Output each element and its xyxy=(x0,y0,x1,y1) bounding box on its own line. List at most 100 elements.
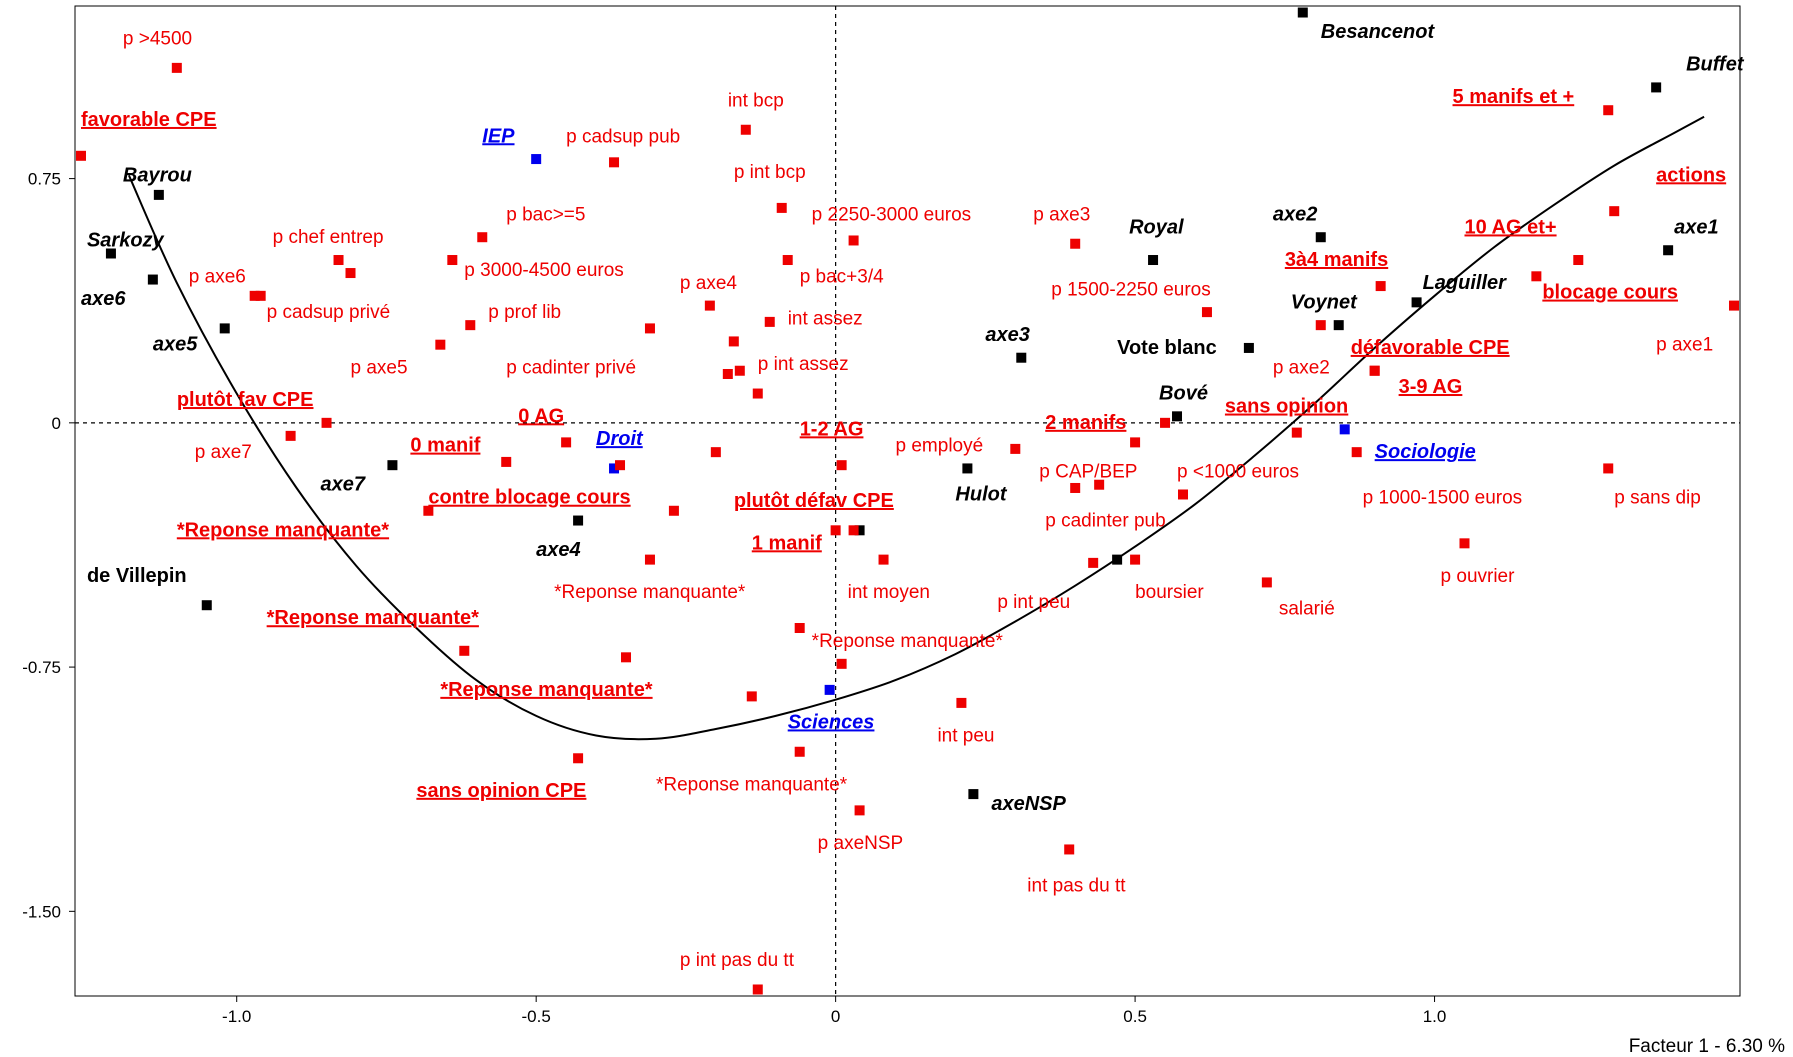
point-marker xyxy=(746,691,757,702)
point-label: p bac>=5 xyxy=(506,204,585,225)
point-label: p axeNSP xyxy=(818,833,904,854)
point-marker xyxy=(1130,437,1141,448)
point-label: Hulot xyxy=(955,483,1007,505)
point-label: Laguiller xyxy=(1423,272,1508,294)
point-marker xyxy=(447,255,458,266)
point-label: p axe6 xyxy=(189,266,246,287)
point-marker xyxy=(147,274,158,285)
point-marker xyxy=(968,789,979,800)
point-marker xyxy=(1070,238,1081,249)
point-marker xyxy=(459,645,470,656)
point-label: p prof lib xyxy=(488,302,561,323)
point-label: p >4500 xyxy=(123,29,192,50)
point-marker xyxy=(1291,427,1302,438)
point-label: 2 manifs xyxy=(1045,412,1126,434)
point-marker xyxy=(561,437,572,448)
point-label: Royal xyxy=(1129,216,1184,238)
point-marker xyxy=(285,430,296,441)
point-marker xyxy=(1178,489,1189,500)
point-label: p sans dip xyxy=(1614,488,1701,509)
point-label: *Reponse manquante* xyxy=(656,774,848,795)
x-tick-label: 0 xyxy=(831,1007,840,1026)
point-marker xyxy=(1375,281,1386,292)
point-marker xyxy=(704,300,715,311)
point-label: p 3000-4500 euros xyxy=(464,260,624,281)
point-label: int moyen xyxy=(848,582,930,603)
point-label: Buffet xyxy=(1686,54,1745,76)
point-label: Sarkozy xyxy=(87,229,165,251)
point-marker xyxy=(956,697,967,708)
point-marker xyxy=(740,124,751,135)
point-marker xyxy=(1160,417,1171,428)
point-marker xyxy=(1064,844,1075,855)
point-marker xyxy=(423,505,434,516)
point-label: p axe2 xyxy=(1273,357,1330,378)
point-label: p int peu xyxy=(997,592,1070,613)
point-marker xyxy=(105,248,116,259)
point-label: p 1000-1500 euros xyxy=(1363,488,1523,509)
point-marker xyxy=(1459,538,1470,549)
point-marker xyxy=(1603,463,1614,474)
point-label: p int pas du tt xyxy=(680,950,795,971)
point-marker xyxy=(836,658,847,669)
point-marker xyxy=(764,316,775,327)
axis-footer: Facteur 1 - 6.30 % xyxy=(1629,1036,1785,1057)
point-label: blocage cours xyxy=(1542,282,1678,304)
point-label: Bayrou xyxy=(123,164,192,186)
point-marker xyxy=(75,150,86,161)
point-label: axe5 xyxy=(153,334,198,356)
point-label: sans opinion xyxy=(1225,396,1348,418)
point-marker xyxy=(465,320,476,331)
point-marker xyxy=(848,235,859,246)
point-marker xyxy=(1130,554,1141,565)
point-label: p employé xyxy=(896,436,984,457)
point-label: p int bcp xyxy=(734,162,806,183)
point-marker xyxy=(1261,577,1272,588)
point-marker xyxy=(752,388,763,399)
point-label: 0 AG xyxy=(518,405,564,427)
point-label: défavorable CPE xyxy=(1351,337,1510,359)
point-marker xyxy=(854,805,865,816)
point-marker xyxy=(201,600,212,611)
point-marker xyxy=(824,684,835,695)
point-marker xyxy=(1070,482,1081,493)
point-marker xyxy=(501,456,512,467)
point-label: 1-2 AG xyxy=(800,418,864,440)
point-label: p int assez xyxy=(758,354,849,375)
point-marker xyxy=(644,323,655,334)
point-marker xyxy=(1333,320,1344,331)
point-marker xyxy=(1573,255,1584,266)
point-marker xyxy=(1297,7,1308,18)
point-marker xyxy=(1411,297,1422,308)
y-tick-label: -0.75 xyxy=(22,658,61,677)
point-label: p <1000 euros xyxy=(1177,462,1299,483)
point-marker xyxy=(321,417,332,428)
point-marker xyxy=(477,232,488,243)
y-tick-label: 0 xyxy=(52,414,61,433)
point-label: 0 manif xyxy=(410,435,480,457)
point-label: plutôt défav CPE xyxy=(734,490,894,512)
point-label: p cadinter pub xyxy=(1045,511,1165,532)
point-marker xyxy=(531,154,542,165)
point-marker xyxy=(854,525,865,536)
point-label: p cadsup pub xyxy=(566,126,680,147)
point-marker xyxy=(1112,554,1123,565)
point-label: actions xyxy=(1656,164,1726,186)
point-label: axe1 xyxy=(1674,216,1719,238)
point-label: contre blocage cours xyxy=(428,487,630,509)
point-label: Besancenot xyxy=(1321,21,1436,43)
point-label: Sciences xyxy=(788,711,875,733)
point-label: boursier xyxy=(1135,582,1204,603)
point-label: p 2250-3000 euros xyxy=(812,204,972,225)
point-label: p axe5 xyxy=(351,357,408,378)
point-label: *Reponse manquante* xyxy=(440,679,652,701)
point-label: de Villepin xyxy=(87,565,187,587)
point-marker xyxy=(734,365,745,376)
point-marker xyxy=(615,460,626,471)
point-marker xyxy=(962,463,973,474)
point-marker xyxy=(1603,105,1614,116)
point-label: p axe3 xyxy=(1033,204,1090,225)
point-marker xyxy=(1148,255,1159,266)
y-axis-ticks: 0.75 0 -0.75 -1.50 xyxy=(22,170,75,921)
